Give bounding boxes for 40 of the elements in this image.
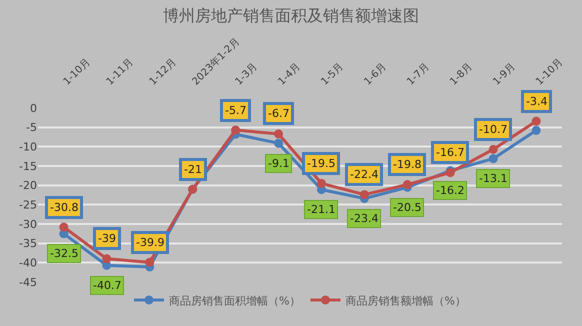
x-tick-label: 1-9月 [491,61,518,88]
data-label: -19.5 [307,157,336,170]
data-label: -40.7 [93,279,122,292]
data-label: -22.4 [350,168,378,181]
data-label: -6.7 [268,107,290,120]
y-tick-label: -45 [19,276,37,289]
data-label: -13.1 [479,172,508,185]
data-label: -32.5 [50,247,78,260]
y-tick-label: -25 [19,198,37,212]
y-tick-label: -40 [19,256,37,270]
y-tick-label: -10 [19,140,37,154]
y-tick-label: -15 [19,160,37,173]
x-tick-label: 1-7月 [405,61,432,88]
x-tick-label: 1-4月 [276,61,303,88]
data-label: -21.1 [307,203,336,216]
chart-title: 博州房地产销售面积及销售额增速图 [163,6,419,25]
data-label: -39.9 [136,236,164,249]
legend-label: 商品房销售额增幅（%） [345,294,466,308]
data-label: -10.7 [479,123,508,136]
data-label: -16.2 [436,184,464,197]
data-label: -23.4 [350,212,378,225]
y-tick-label: 0 [30,102,37,115]
data-label: -21 [184,163,202,176]
data-label: -39 [98,232,116,245]
y-tick-label: -20 [19,179,37,192]
legend-label: 商品房销售面积增幅（%） [169,294,300,308]
data-label: -5.7 [225,104,246,117]
x-tick-label: 1-6月 [362,61,389,88]
y-tick-label: -30 [19,218,37,231]
x-tick-label: 1-8月 [448,61,475,88]
x-tick-label: 1-3月 [233,61,260,88]
data-label: -9.1 [268,157,290,170]
x-tick-label: 1-5月 [319,61,346,88]
data-label: -3.4 [526,95,548,108]
data-label: -16.7 [436,146,464,159]
data-label: -30.8 [50,201,78,214]
y-tick-label: -5 [26,121,37,134]
data-label: -20.5 [393,201,422,214]
data-label: -19.8 [393,158,422,171]
y-tick-label: -35 [19,237,37,250]
